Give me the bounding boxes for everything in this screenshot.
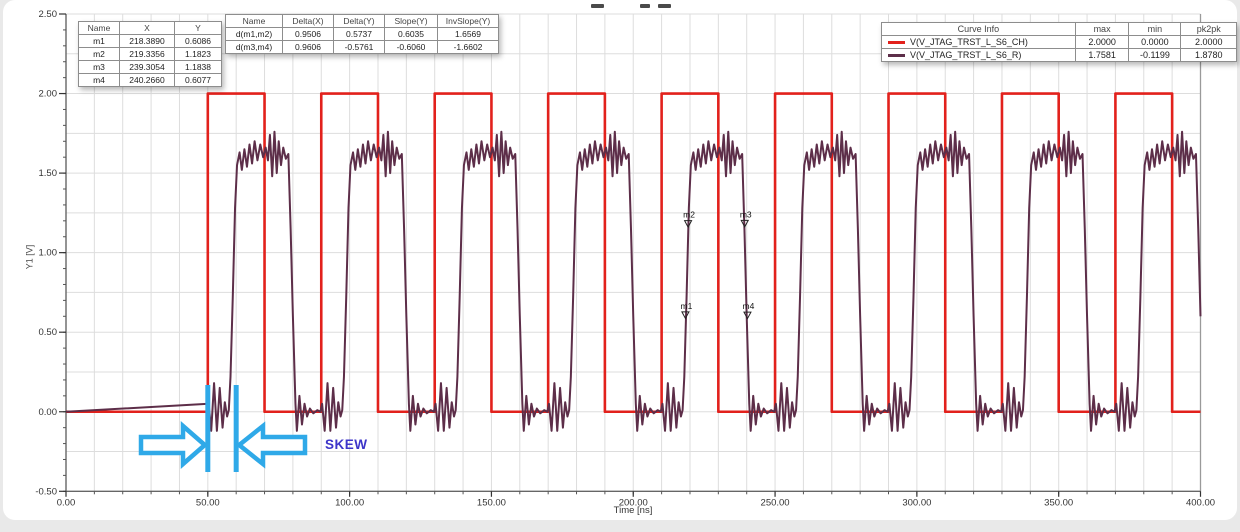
delta-x: 0.9506	[282, 27, 334, 41]
y-tick-label: -0.50	[35, 486, 57, 497]
curve-name: V(V_JTAG_TRST_L_S6_CH)	[910, 37, 1028, 47]
x-tick-label: 100.00	[335, 497, 364, 508]
slope-y: -0.6060	[384, 40, 438, 54]
delta-table-header: Slope(Y)	[384, 14, 438, 28]
legend-header: min	[1128, 22, 1182, 36]
legend-header: pk2pk	[1180, 22, 1237, 36]
marker-name: m3	[78, 60, 120, 74]
curve-min: 0.0000	[1128, 35, 1182, 49]
marker-triangle-icon[interactable]	[743, 311, 752, 320]
marker-y: 1.1838	[174, 60, 222, 74]
legend-table: Curve Info max min pk2pk V(V_JTAG_TRST_L…	[881, 22, 1237, 62]
table-row: m4 240.2660 0.6077	[78, 73, 222, 87]
marker-table-header: Name	[78, 21, 120, 35]
invslope-y: 1.6569	[437, 27, 499, 41]
curve-min: -0.1199	[1128, 48, 1182, 62]
x-tick-label: 250.00	[761, 497, 790, 508]
delta-name: d(m1,m2)	[225, 27, 283, 41]
marker-table-header: X	[119, 21, 175, 35]
curve-pk2pk: 2.0000	[1180, 35, 1237, 49]
curve-max: 1.7581	[1074, 48, 1130, 62]
x-tick-label: 150.00	[477, 497, 506, 508]
marker-name: m1	[78, 34, 120, 48]
marker-x: 218.3890	[119, 34, 175, 48]
curve-swatch	[888, 54, 905, 58]
delta-y: -0.5761	[333, 40, 385, 54]
x-tick-label: 300.00	[902, 497, 931, 508]
table-row: d(m3,m4) 0.9606 -0.5761 -0.6060 -1.6602	[225, 40, 499, 54]
marker-triangle-icon[interactable]	[740, 219, 750, 228]
marker-triangle-icon[interactable]	[683, 220, 693, 229]
table-row: m1 218.3890 0.6086	[78, 34, 222, 48]
curve-swatch	[888, 41, 905, 45]
invslope-y: -1.6602	[437, 40, 499, 54]
x-tick-label: 350.00	[1044, 497, 1073, 508]
delta-table-header: Delta(Y)	[333, 14, 385, 28]
delta-table-header: Delta(X)	[282, 14, 334, 28]
plot-window: 0.00 50.00 100.00 150.00 200.00 250.00 300.00 3…	[3, 0, 1237, 520]
delta-y: 0.5737	[333, 27, 385, 41]
slope-y: 0.6035	[384, 27, 438, 41]
y-tick-label: 2.50	[39, 9, 58, 20]
legend-header: Curve Info	[881, 22, 1076, 36]
cropped-title-artifact	[591, 4, 604, 8]
marker-triangle-icon[interactable]	[681, 311, 690, 320]
x-tick-label: 400.00	[1186, 497, 1215, 508]
y-axis-title: Y1 [V]	[24, 244, 35, 270]
delta-x: 0.9606	[282, 40, 334, 54]
skew-bar-right	[233, 385, 239, 472]
x-tick-label: 200.00	[619, 497, 648, 508]
y-tick-label: 2.00	[39, 89, 58, 100]
marker-y: 1.1823	[174, 47, 222, 61]
curve-name: V(V_JTAG_TRST_L_S6_R)	[910, 50, 1022, 60]
curve-r[interactable]	[65, 130, 1202, 432]
marker-y: 0.6086	[174, 34, 222, 48]
marker-table: Name X Y m1 218.3890 0.6086 m2 219.3356 …	[78, 21, 222, 87]
marker-plot-label[interactable]: m2	[683, 210, 695, 220]
marker-plot-label[interactable]: m1	[680, 301, 692, 311]
x-tick-label: 0.00	[57, 497, 76, 508]
table-row: m2 219.3356 1.1823	[78, 47, 222, 61]
marker-x: 240.2660	[119, 73, 175, 87]
legend-entry[interactable]: V(V_JTAG_TRST_L_S6_R) 1.7581 -0.1199 1.8…	[881, 48, 1237, 62]
y-tick-label: 0.50	[39, 327, 58, 338]
x-tick-label: 50.00	[196, 497, 220, 508]
skew-bar-left	[205, 385, 211, 472]
marker-plot-label[interactable]: m3	[740, 209, 752, 219]
delta-table-header: InvSlope(Y)	[437, 14, 499, 28]
y-tick-label: 0.00	[39, 407, 58, 418]
curve-max: 2.0000	[1074, 35, 1130, 49]
marker-table-header: Y	[174, 21, 222, 35]
skew-arrow-left-icon	[235, 421, 308, 469]
marker-x: 239.3054	[119, 60, 175, 74]
marker-y: 0.6077	[174, 73, 222, 87]
y-tick-label: 1.50	[39, 168, 58, 179]
cropped-title-artifact	[640, 4, 650, 8]
plot-canvas[interactable]: 0.00 50.00 100.00 150.00 200.00 250.00 300.00 3…	[3, 0, 1240, 532]
legend-entry[interactable]: V(V_JTAG_TRST_L_S6_CH) 2.0000 0.0000 2.0…	[881, 35, 1237, 49]
table-row: m3 239.3054 1.1838	[78, 60, 222, 74]
table-row: d(m1,m2) 0.9506 0.5737 0.6035 1.6569	[225, 27, 499, 41]
cropped-title-artifact	[658, 4, 671, 8]
curve-ch[interactable]	[66, 92, 1201, 414]
marker-x: 219.3356	[119, 47, 175, 61]
delta-table-header: Name	[225, 14, 283, 28]
legend-header: max	[1074, 22, 1130, 36]
curve-pk2pk: 1.8780	[1180, 48, 1237, 62]
skew-annotation-label: SKEW	[325, 437, 368, 452]
marker-name: m2	[78, 47, 120, 61]
marker-plot-label[interactable]: m4	[743, 301, 755, 311]
y-tick-label: 1.00	[39, 248, 58, 259]
marker-name: m4	[78, 73, 120, 87]
delta-table: Name Delta(X) Delta(Y) Slope(Y) InvSlope…	[225, 14, 499, 54]
x-axis-title: Time [ns]	[613, 505, 653, 516]
skew-arrow-right-icon	[138, 421, 209, 469]
delta-name: d(m3,m4)	[225, 40, 283, 54]
